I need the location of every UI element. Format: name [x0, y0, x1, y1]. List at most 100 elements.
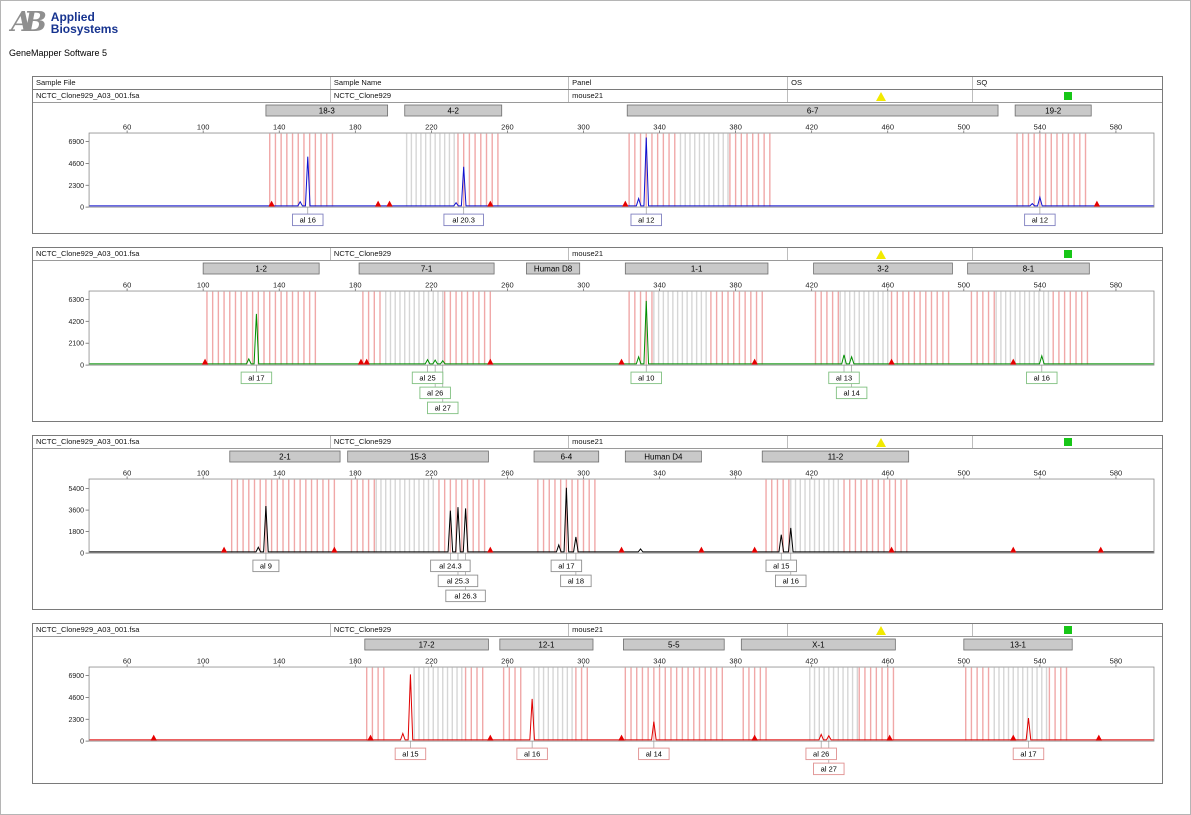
- allele-label-box[interactable]: [630, 371, 662, 385]
- col-os[interactable]: OS: [787, 77, 973, 89]
- marker-range-bar[interactable]: [626, 104, 999, 117]
- size-standard-triangle-icon: [698, 546, 705, 553]
- marker-range-bar[interactable]: [404, 104, 503, 117]
- electropherogram-chart[interactable]: 2-1 15-3 6-4 Human D4 11-2 60 100 140 180 220 260 3…: [33, 449, 1162, 609]
- allele-label-box[interactable]: [427, 401, 459, 415]
- allele-label-box[interactable]: [775, 574, 807, 588]
- allele-label-box[interactable]: [240, 371, 273, 385]
- y-tick-label: 2100: [68, 341, 84, 348]
- allele-label-box[interactable]: [292, 213, 324, 227]
- plot-border: [88, 478, 1155, 554]
- allele-label: al 17: [1020, 750, 1036, 759]
- allele-label: al 12: [638, 216, 654, 225]
- y-tick-label: 4600: [68, 695, 84, 702]
- allele-label-box[interactable]: [437, 574, 479, 588]
- sample-header-row[interactable]: NCTC_Clone929_A03_001.fsa NCTC_Clone929 mo…: [33, 248, 1162, 262]
- x-tick-label: 180: [349, 281, 362, 290]
- marker-range-bar[interactable]: [623, 638, 725, 651]
- x-tick-label: 180: [349, 657, 362, 666]
- x-tick-label: 220: [425, 657, 438, 666]
- x-tick-label: 100: [197, 281, 210, 290]
- electropherogram-chart[interactable]: 17-2 12-1 5-5 X-1 13-1 60 100 140 180 220 260 300 34…: [33, 637, 1162, 782]
- sample-header-row[interactable]: NCTC_Clone929_A03_001.fsa NCTC_Clone929 mo…: [33, 624, 1162, 638]
- x-tick-label: 580: [1110, 123, 1123, 132]
- allele-label-box[interactable]: [813, 763, 845, 776]
- marker-range-bar[interactable]: [499, 638, 594, 651]
- electropherogram-panel-4: NCTC_Clone929_A03_001.fsa NCTC_Clone929 mo…: [32, 623, 1163, 784]
- marker-range-bar[interactable]: [364, 638, 489, 651]
- col-sq-label: SQ: [976, 78, 988, 87]
- allele-label-box[interactable]: [1026, 371, 1058, 385]
- allele-label-box[interactable]: [252, 559, 280, 573]
- sample-name-value: NCTC_Clone929: [329, 248, 391, 261]
- allele-label-box[interactable]: [550, 559, 583, 573]
- size-standard-triangle-icon: [618, 546, 625, 553]
- x-tick-label: 540: [1034, 657, 1047, 666]
- size-standard-triangle-icon: [331, 546, 338, 553]
- allele-label-box[interactable]: [394, 748, 427, 761]
- sample-name-value: NCTC_Clone929: [329, 90, 391, 102]
- allele-label: al 16: [1034, 374, 1050, 383]
- allele-label: al 26.3: [454, 592, 477, 601]
- allele-label-box[interactable]: [1012, 748, 1045, 761]
- marker-range-bar[interactable]: [202, 262, 320, 275]
- size-standard-triangle-icon: [363, 358, 370, 365]
- col-sq[interactable]: SQ: [972, 77, 1163, 89]
- size-standard-triangle-icon: [487, 734, 494, 741]
- allele-label-box[interactable]: [1024, 213, 1056, 227]
- allele-label-box[interactable]: [835, 386, 868, 400]
- col-sample-name[interactable]: Sample Name: [329, 77, 381, 89]
- marker-range-bar[interactable]: [1014, 104, 1092, 117]
- marker-range-bar[interactable]: [624, 450, 702, 463]
- allele-label-box[interactable]: [630, 213, 662, 227]
- marker-range-bar[interactable]: [967, 262, 1090, 275]
- marker-range-bar[interactable]: [963, 638, 1073, 651]
- x-tick-label: 420: [805, 469, 818, 478]
- marker-range-bar[interactable]: [740, 638, 896, 651]
- allele-label: al 25: [419, 374, 435, 383]
- panels: NCTC_Clone929_A03_001.fsa NCTC_Clone929 mo…: [32, 89, 1163, 784]
- sample-file-value: NCTC_Clone929_A03_001.fsa: [36, 625, 140, 635]
- y-tick-label: 6900: [68, 673, 84, 680]
- marker-range-bar[interactable]: [526, 262, 581, 275]
- y-tick-label: 5400: [68, 486, 84, 493]
- x-tick-label: 500: [958, 281, 971, 290]
- electropherogram-chart[interactable]: 18-3 4-2 6-7 19-2 60 100 140 180 220 260 300 340 380…: [33, 103, 1162, 233]
- allele-label: al 15: [773, 562, 789, 571]
- plot-area[interactable]: [89, 133, 1154, 208]
- allele-label-box[interactable]: [516, 748, 548, 761]
- size-standard-triangle-icon: [618, 734, 625, 741]
- marker-range-bar[interactable]: [533, 450, 600, 463]
- marker-range-bar[interactable]: [624, 262, 769, 275]
- allele-label-box[interactable]: [419, 386, 451, 400]
- size-standard-triangle-icon: [1010, 358, 1017, 365]
- marker-range-bar[interactable]: [229, 450, 341, 463]
- plot-view: Sample File Sample Name Panel OS SQ NCTC…: [32, 76, 1163, 784]
- allele-label: al 27: [821, 765, 837, 774]
- allele-label-box[interactable]: [765, 559, 797, 573]
- x-tick-label: 420: [805, 657, 818, 666]
- sample-header-row[interactable]: NCTC_Clone929_A03_001.fsa NCTC_Clone929 mo…: [33, 90, 1162, 103]
- allele-label-box[interactable]: [411, 371, 444, 385]
- sample-header-row[interactable]: NCTC_Clone929_A03_001.fsa NCTC_Clone929 mo…: [33, 436, 1162, 450]
- marker-range-bar[interactable]: [358, 262, 495, 275]
- allele-label-box[interactable]: [445, 589, 486, 603]
- col-sample-file[interactable]: Sample File: [36, 78, 76, 87]
- allele-label-box[interactable]: [828, 371, 860, 385]
- os-status-cell: [787, 248, 973, 261]
- x-tick-label: 100: [197, 123, 210, 132]
- col-panel[interactable]: Panel: [568, 77, 591, 89]
- marker-range-bar[interactable]: [813, 262, 953, 275]
- allele-label-box[interactable]: [805, 748, 837, 761]
- electropherogram-chart[interactable]: 1-2 7-1 Human D8 1-1 3-2 8-1 60 100 140 180 220 260…: [33, 261, 1162, 421]
- allele-label-box[interactable]: [443, 213, 484, 227]
- allele-label-box[interactable]: [430, 559, 471, 573]
- x-tick-label: 460: [881, 657, 894, 666]
- x-tick-label: 140: [273, 469, 286, 478]
- marker-range-bar[interactable]: [265, 104, 389, 117]
- marker-range-bar[interactable]: [761, 450, 910, 463]
- allele-label-box[interactable]: [638, 748, 670, 761]
- marker-range-bar[interactable]: [347, 450, 489, 463]
- allele-label-box[interactable]: [560, 574, 592, 588]
- marker-label: 2-1: [279, 453, 291, 462]
